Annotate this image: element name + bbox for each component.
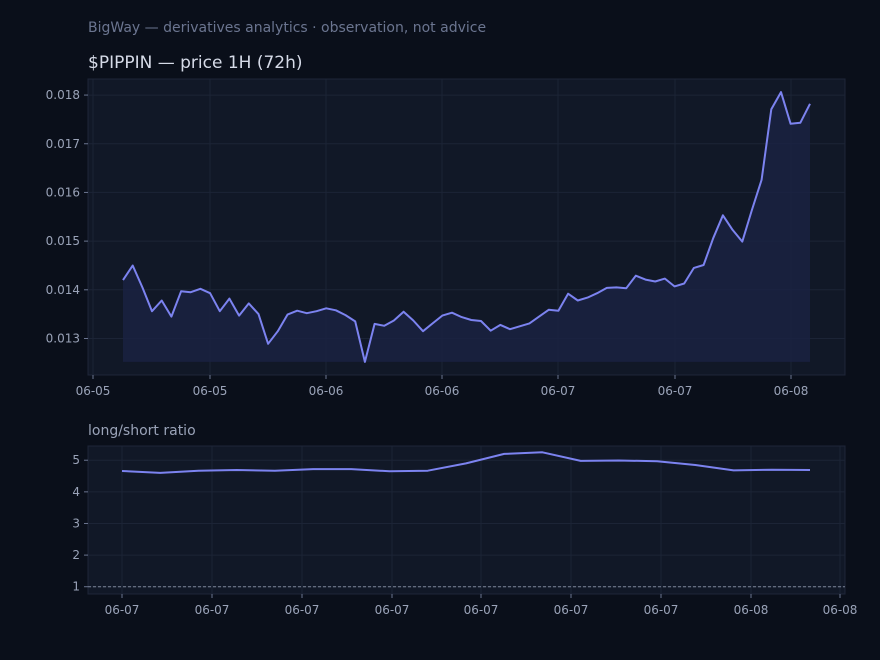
header-note: BigWay — derivatives analytics · observa… (88, 20, 487, 36)
x-tick-label: 06-07 (541, 384, 576, 398)
x-tick-label: 06-06 (425, 384, 460, 398)
y-tick-label: 3 (72, 516, 80, 530)
y-tick-label: 5 (72, 453, 80, 467)
y-tick-label: 4 (72, 485, 80, 499)
x-tick-label: 06-08 (823, 603, 858, 617)
y-tick-label: 0.013 (46, 331, 80, 345)
x-tick-label: 06-06 (309, 384, 344, 398)
y-tick-label: 0.017 (46, 137, 80, 151)
ratio-chart: 1 2 3 4 5 06-07 06-07 06-07 06-07 06-07 06-07 06-07… (72, 445, 858, 617)
x-tick-label: 06-07 (644, 603, 679, 617)
y-tick-label: 2 (72, 548, 80, 562)
x-tick-label: 06-08 (774, 384, 809, 398)
x-tick-label: 06-07 (658, 384, 693, 398)
ratio-plot-area (87, 445, 846, 595)
y-tick-label: 0.016 (46, 185, 80, 199)
x-tick-label: 06-07 (375, 603, 410, 617)
y-tick-label: 1 (72, 580, 80, 594)
price-series-line (122, 91, 811, 363)
x-tick-label: 06-07 (285, 603, 320, 617)
x-tick-label: 06-07 (464, 603, 499, 617)
y-tick-label: 0.014 (46, 283, 80, 297)
price-chart: 0.013 0.014 0.015 0.016 0.017 0.018 06-05 06-05… (46, 78, 846, 398)
chart-title: $PIPPIN — price 1H (72h) (88, 53, 303, 73)
x-tick-label: 06-08 (734, 603, 769, 617)
y-tick-label: 0.018 (46, 88, 80, 102)
x-tick-label: 06-05 (76, 384, 111, 398)
price-area-fill (123, 92, 810, 362)
x-tick-label: 06-05 (193, 384, 228, 398)
x-tick-label: 06-07 (554, 603, 589, 617)
ratio-series-line (121, 451, 811, 474)
y-tick-label: 0.015 (46, 234, 80, 248)
ratio-chart-title: long/short ratio (88, 423, 196, 439)
x-tick-label: 06-07 (195, 603, 230, 617)
x-tick-label: 06-07 (105, 603, 140, 617)
